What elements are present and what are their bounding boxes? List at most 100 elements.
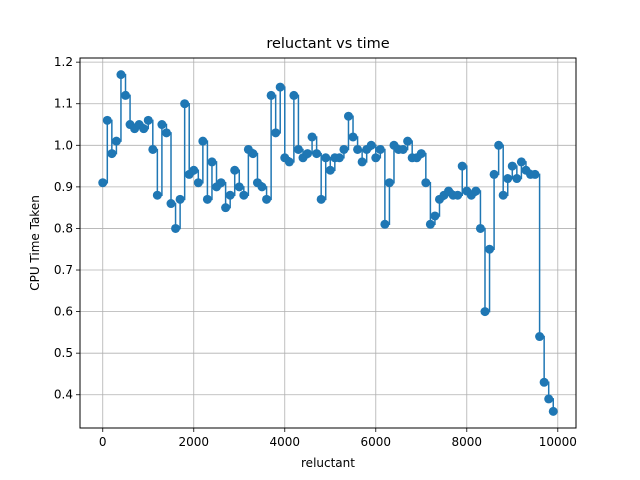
data-point [348, 132, 358, 142]
x-tick-label: 2000 [178, 435, 209, 449]
data-point [334, 153, 344, 163]
data-point [102, 115, 112, 125]
data-point [271, 128, 281, 138]
x-tick-label: 6000 [361, 435, 392, 449]
data-point [307, 132, 317, 142]
x-tick-label: 8000 [452, 435, 483, 449]
y-tick-label: 0.6 [54, 305, 73, 319]
data-point [143, 115, 153, 125]
data-point [494, 140, 504, 150]
data-point [230, 165, 240, 175]
series-markers [98, 70, 558, 416]
data-point [539, 377, 549, 387]
data-point [139, 124, 149, 134]
data-point [398, 144, 408, 154]
grid [80, 58, 576, 428]
data-point [548, 406, 558, 416]
data-point [403, 136, 413, 146]
data-point [544, 394, 554, 404]
data-point [507, 161, 517, 171]
data-point [530, 169, 540, 179]
data-point [380, 219, 390, 229]
y-axis: 0.4 0.5 0.6 0.7 0.8 0.9 1.0 1.1 1.2 [54, 55, 80, 402]
data-point [171, 223, 181, 233]
y-tick-label: 0.7 [54, 263, 73, 277]
data-point [425, 219, 435, 229]
data-point [471, 186, 481, 196]
y-tick-label: 1.0 [54, 138, 73, 152]
data-point [384, 178, 394, 188]
x-tick-label: 10000 [539, 435, 577, 449]
data-point [516, 157, 526, 167]
data-point [416, 149, 426, 159]
data-point [193, 178, 203, 188]
y-tick-label: 1.2 [54, 55, 73, 69]
data-point [339, 144, 349, 154]
data-point [371, 153, 381, 163]
data-point [480, 307, 490, 317]
y-tick-label: 1.1 [54, 97, 73, 111]
data-point [239, 190, 249, 200]
data-point [216, 178, 226, 188]
data-point [535, 332, 545, 342]
data-point [284, 157, 294, 167]
data-point [421, 178, 431, 188]
data-point [257, 182, 267, 192]
y-tick-label: 0.4 [54, 388, 73, 402]
data-point [289, 90, 299, 100]
data-point [293, 144, 303, 154]
data-point [430, 211, 440, 221]
data-point [275, 82, 285, 92]
chart-title: reluctant vs time [266, 36, 389, 52]
data-point [375, 144, 385, 154]
y-axis-title: CPU Time Taken [28, 195, 42, 291]
data-point [157, 120, 167, 130]
data-point [161, 128, 171, 138]
data-point [107, 149, 117, 159]
data-point [489, 169, 499, 179]
data-point [303, 149, 313, 159]
x-axis: 0 2000 4000 6000 8000 10000 [99, 428, 577, 449]
data-point [498, 190, 508, 200]
data-point [366, 140, 376, 150]
data-point [262, 194, 272, 204]
data-point [116, 70, 126, 80]
data-point [189, 165, 199, 175]
data-point [316, 194, 326, 204]
x-axis-title: reluctant [301, 456, 355, 470]
data-point [207, 157, 217, 167]
data-point [152, 190, 162, 200]
data-point [475, 223, 485, 233]
data-point [248, 149, 258, 159]
data-point [503, 174, 513, 184]
data-point [343, 111, 353, 121]
data-point [121, 90, 131, 100]
data-point [221, 203, 231, 213]
data-point [485, 244, 495, 254]
data-point [357, 157, 367, 167]
x-tick-label: 0 [99, 435, 107, 449]
data-point [166, 199, 176, 209]
data-point [266, 90, 276, 100]
data-point [198, 136, 208, 146]
data-point [148, 144, 158, 154]
plot-area-frame [79, 57, 577, 429]
data-point [234, 182, 244, 192]
data-point [225, 190, 235, 200]
data-point [98, 178, 108, 188]
data-point [457, 161, 467, 171]
data-point [202, 194, 212, 204]
data-point [353, 144, 363, 154]
y-tick-label: 0.5 [54, 346, 73, 360]
data-point [325, 165, 335, 175]
data-point [321, 153, 331, 163]
y-tick-label: 0.9 [54, 180, 73, 194]
data-point [180, 99, 190, 109]
data-point [453, 190, 463, 200]
x-tick-label: 4000 [269, 435, 300, 449]
data-point [111, 136, 121, 146]
y-tick-label: 0.8 [54, 221, 73, 235]
data-point [512, 174, 522, 184]
